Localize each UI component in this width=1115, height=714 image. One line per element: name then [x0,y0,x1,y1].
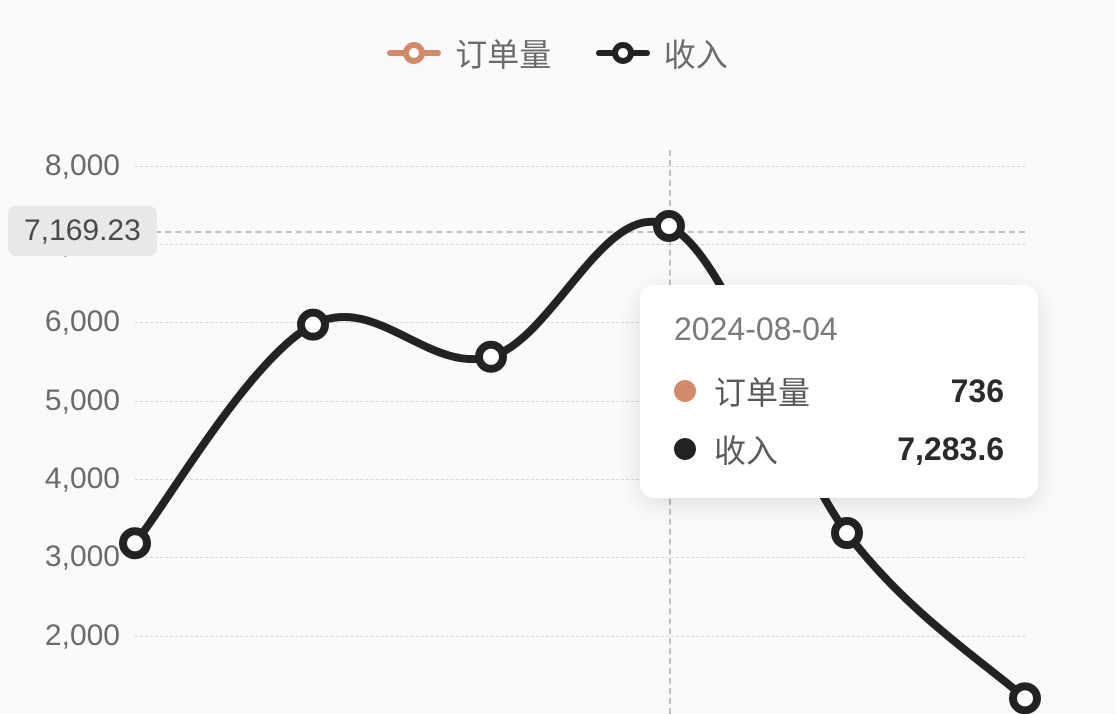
chart-plot-area[interactable]: 2,0003,0004,0005,0006,0007,0008,000 7,16… [0,100,1115,714]
legend: 订单量 收入 [0,30,1115,76]
revenue-marker[interactable] [657,214,681,238]
legend-marker-revenue-icon [596,41,650,65]
revenue-marker[interactable] [1013,686,1037,710]
tooltip-dot-orders-icon [674,380,696,402]
legend-marker-orders-icon [387,41,441,65]
legend-label-revenue: 收入 [664,30,728,76]
tooltip-dot-revenue-icon [674,438,696,460]
chart-container: 订单量 收入 2,0003,0004,0005,0006,0007,0008,0… [0,0,1115,714]
tooltip-date: 2024-08-04 [674,311,1004,348]
tooltip-value-revenue: 7,283.6 [818,431,1004,468]
revenue-marker[interactable] [123,531,147,555]
tooltip-row-revenue: 收入 7,283.6 [674,426,1004,472]
tooltip-label-revenue: 收入 [714,426,778,472]
revenue-marker[interactable] [479,345,503,369]
revenue-marker[interactable] [835,521,859,545]
legend-item-orders[interactable]: 订单量 [387,30,551,76]
tooltip-row-orders: 订单量 736 [674,368,1004,414]
legend-item-revenue[interactable]: 收入 [596,30,728,76]
tooltip-value-orders: 736 [850,373,1004,410]
tooltip: 2024-08-04 订单量 736 收入 7,283.6 [640,285,1038,498]
revenue-marker[interactable] [301,313,325,337]
legend-label-orders: 订单量 [455,30,551,76]
tooltip-label-orders: 订单量 [714,368,810,414]
